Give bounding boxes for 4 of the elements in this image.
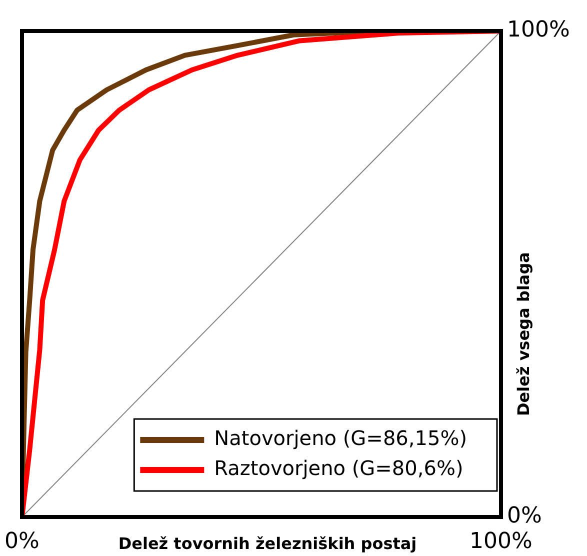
y-axis-title: Delež vsega blaga	[514, 252, 534, 416]
legend-label: Raztovorjeno (G=80,6%)	[214, 456, 464, 480]
legend-label: Natovorjeno (G=86,15%)	[214, 426, 467, 450]
x-axis-title: Delež tovornih železniških postaj	[118, 534, 417, 553]
